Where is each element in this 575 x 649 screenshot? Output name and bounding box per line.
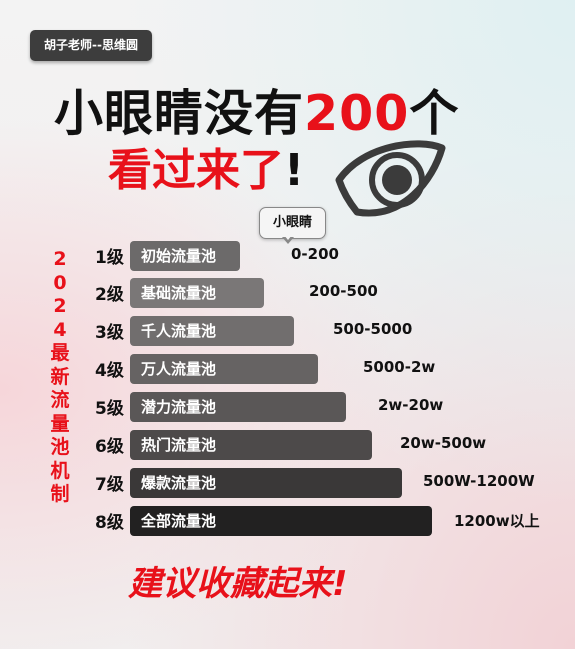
bubble-tail — [282, 235, 294, 244]
level-row: 3级 千人流量池 500-5000 — [0, 316, 575, 346]
level-label: 2级 — [95, 285, 124, 305]
pool-range: 500W-1200W — [423, 472, 535, 490]
level-label: 1级 — [95, 248, 124, 268]
eye-bubble-label: 小眼睛 — [259, 207, 326, 239]
headline-exclamation: ! — [284, 145, 305, 196]
level-row: 6级 热门流量池 20w-500w — [0, 430, 575, 460]
pool-bar: 初始流量池 — [130, 241, 240, 271]
side-title-char: 0 — [53, 271, 67, 294]
level-label: 3级 — [95, 323, 124, 343]
level-row: 2级 基础流量池 200-500 — [0, 278, 575, 308]
eye-icon — [335, 140, 446, 217]
level-row: 8级 全部流量池 1200w以上 — [0, 506, 575, 536]
headline-line-2: 看过来了! — [108, 134, 304, 198]
level-label: 8级 — [95, 513, 124, 533]
side-title-char: 机 — [50, 459, 70, 482]
pool-bar: 基础流量池 — [130, 278, 264, 308]
level-row: 5级 潜力流量池 2w-20w — [0, 392, 575, 422]
pool-range: 20w-500w — [400, 434, 487, 452]
pool-range: 500-5000 — [333, 320, 413, 338]
pool-bar: 千人流量池 — [130, 316, 294, 346]
side-title-char: 最 — [50, 342, 70, 364]
headline-number: 200 — [304, 85, 410, 142]
headline-prefix: 小眼睛没有 — [54, 85, 305, 142]
author-badge: 胡子老师--思维圆 — [30, 30, 152, 61]
pool-range: 2w-20w — [378, 396, 444, 414]
level-row: 7级 爆款流量池 500W-1200W — [0, 468, 575, 498]
pool-bar: 热门流量池 — [130, 430, 372, 460]
pool-range: 1200w以上 — [454, 512, 540, 530]
level-row: 1级 初始流量池 0-200 — [0, 241, 575, 271]
footer-slogan: 建议收藏起来! — [128, 564, 348, 604]
pool-bar: 潜力流量池 — [130, 392, 346, 422]
side-title-char: 新 — [50, 365, 70, 388]
pool-bar: 万人流量池 — [130, 354, 318, 384]
pool-bar: 爆款流量池 — [130, 468, 402, 498]
pool-range: 200-500 — [309, 282, 378, 300]
side-title-char: 2 — [53, 295, 67, 317]
level-row: 4级 万人流量池 5000-2w — [0, 354, 575, 384]
headline-line-1: 小眼睛没有200个 — [54, 74, 459, 145]
side-title-char: 制 — [50, 483, 70, 505]
headline-red-text: 看过来了 — [108, 145, 284, 196]
level-label: 7级 — [95, 475, 124, 495]
pool-range: 5000-2w — [363, 358, 436, 376]
pool-bar: 全部流量池 — [130, 506, 432, 536]
level-label: 5级 — [95, 399, 124, 419]
side-title-char: 量 — [50, 412, 70, 435]
side-title-char: 2 — [53, 248, 67, 270]
headline-suffix: 个 — [409, 85, 460, 142]
level-label: 4级 — [95, 361, 124, 381]
side-title-char: 4 — [53, 318, 67, 341]
side-title-char: 流 — [50, 389, 70, 411]
pool-range: 0-200 — [291, 245, 339, 263]
level-label: 6级 — [95, 437, 124, 457]
side-title-char: 池 — [50, 436, 70, 458]
